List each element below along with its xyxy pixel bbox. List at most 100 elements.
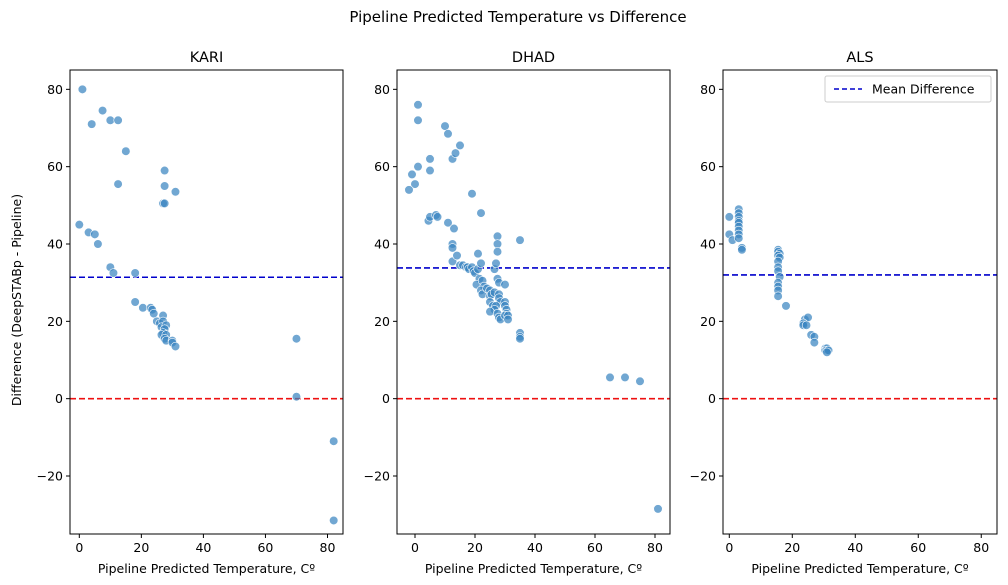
als-point [724,212,734,222]
dhad-point [413,162,423,172]
dhad-x-tick-label: 40 [527,540,543,555]
dhad-y-tick-label: 40 [374,237,390,252]
dhad-point [492,239,503,249]
dhad-point [467,189,477,199]
kari-point [90,229,100,239]
als-x-tick-label: 60 [910,540,926,555]
dhad-x-tick-label: 20 [467,540,483,555]
dhad-point [503,314,513,325]
als-y-tick-label: −20 [690,469,716,484]
dhad-x-tick-label: 80 [647,540,663,555]
kari-point [97,105,108,116]
kari-panel: 0 20 40 60 80 −20 0 20 40 60 80 KARI Pipeline Predic… [37,50,344,576]
dhad-point [404,185,414,195]
als-y-tick-label: 60 [700,159,716,174]
dhad-point [500,280,510,290]
als-point [773,291,783,301]
kari-point [113,179,123,189]
dhad-point [410,179,420,189]
kari-point [138,303,148,313]
legend-mean-difference-label: Mean Difference [872,82,975,97]
dhad-panel: 0 20 40 60 80 −20 0 20 40 60 80 DHAD Pipeline Predic… [364,50,671,576]
dhad-y-tick-label: 20 [374,314,390,329]
dhad-point [455,140,465,150]
dhad-point [515,334,525,344]
dhad-point [491,258,501,268]
als-y-tick-label: 80 [700,82,716,97]
dhad-y-tick-label: 0 [382,391,390,406]
kari-point [170,187,181,197]
kari-point [121,146,131,156]
als-x-tick-label: 20 [784,540,800,555]
kari-y-tick-label: −20 [37,469,63,484]
als-x-axis-label: Pipeline Predicted Temperature, Cº [751,561,968,576]
dhad-point [605,372,615,383]
dhad-plot-area [397,70,670,534]
kari-point [291,334,302,344]
als-y-tick-label: 20 [700,314,716,329]
kari-point [329,515,339,526]
y-axis-label: Difference (DeepSTABp - Pipeline) [9,194,24,406]
kari-plot-area [70,70,343,534]
dhad-point [620,372,630,383]
dhad-point [449,223,459,234]
als-axes-frame [722,69,998,535]
kari-point [74,220,84,230]
dhad-x-tick-label: 0 [411,540,419,555]
dhad-point [413,115,423,125]
dhad-point [440,121,450,131]
kari-point [160,198,170,208]
als-plot-area [723,70,997,534]
dhad-axes-frame [396,69,671,535]
legend: Mean Difference [824,75,992,103]
dhad-point [452,251,462,261]
kari-point [105,115,115,125]
als-x-tick-label: 0 [725,540,733,555]
dhad-point [413,100,423,110]
dhad-point [635,376,645,386]
dhad-y-tick-label: −20 [364,469,390,484]
dhad-point [476,208,486,218]
kari-point [93,239,103,249]
kari-y-tick-label: 20 [47,314,63,329]
figure-title: Pipeline Predicted Temperature vs Differ… [349,8,686,26]
dhad-point [653,504,663,514]
kari-point [149,309,159,319]
als-y-tick-label: 40 [700,237,716,252]
kari-point [87,119,97,129]
als-panel-title: ALS [846,50,873,66]
als-x-tick-label: 80 [973,540,989,555]
dhad-point [450,148,461,158]
kari-y-tick-label: 0 [55,391,63,406]
als-point [822,347,832,357]
kari-point [113,115,123,125]
als-point [809,338,819,348]
als-point [737,245,747,255]
kari-point [160,181,170,191]
dhad-point [492,231,503,241]
kari-y-tick-label: 60 [47,159,63,174]
kari-x-tick-label: 40 [195,540,211,555]
kari-x-tick-label: 80 [320,540,336,555]
kari-y-tick-label: 80 [47,82,63,97]
als-point [781,301,791,311]
kari-point [291,392,302,402]
als-y-tick-label: 0 [708,391,716,406]
dhad-x-tick-label: 60 [587,540,603,555]
kari-point [130,268,140,278]
dhad-point [407,169,417,179]
dhad-point [473,249,483,259]
dhad-y-tick-label: 80 [374,82,390,97]
dhad-point [425,154,435,164]
dhad-point [476,258,486,268]
kari-x-axis-label: Pipeline Predicted Temperature, Cº [98,561,315,576]
kari-point [170,341,181,352]
dhad-point [447,243,458,253]
als-point [734,233,744,243]
dhad-panel-title: DHAD [512,50,555,66]
als-x-tick-label: 40 [847,540,863,555]
kari-point [130,297,140,307]
kari-axes-frame [69,69,344,535]
kari-point [160,165,170,176]
